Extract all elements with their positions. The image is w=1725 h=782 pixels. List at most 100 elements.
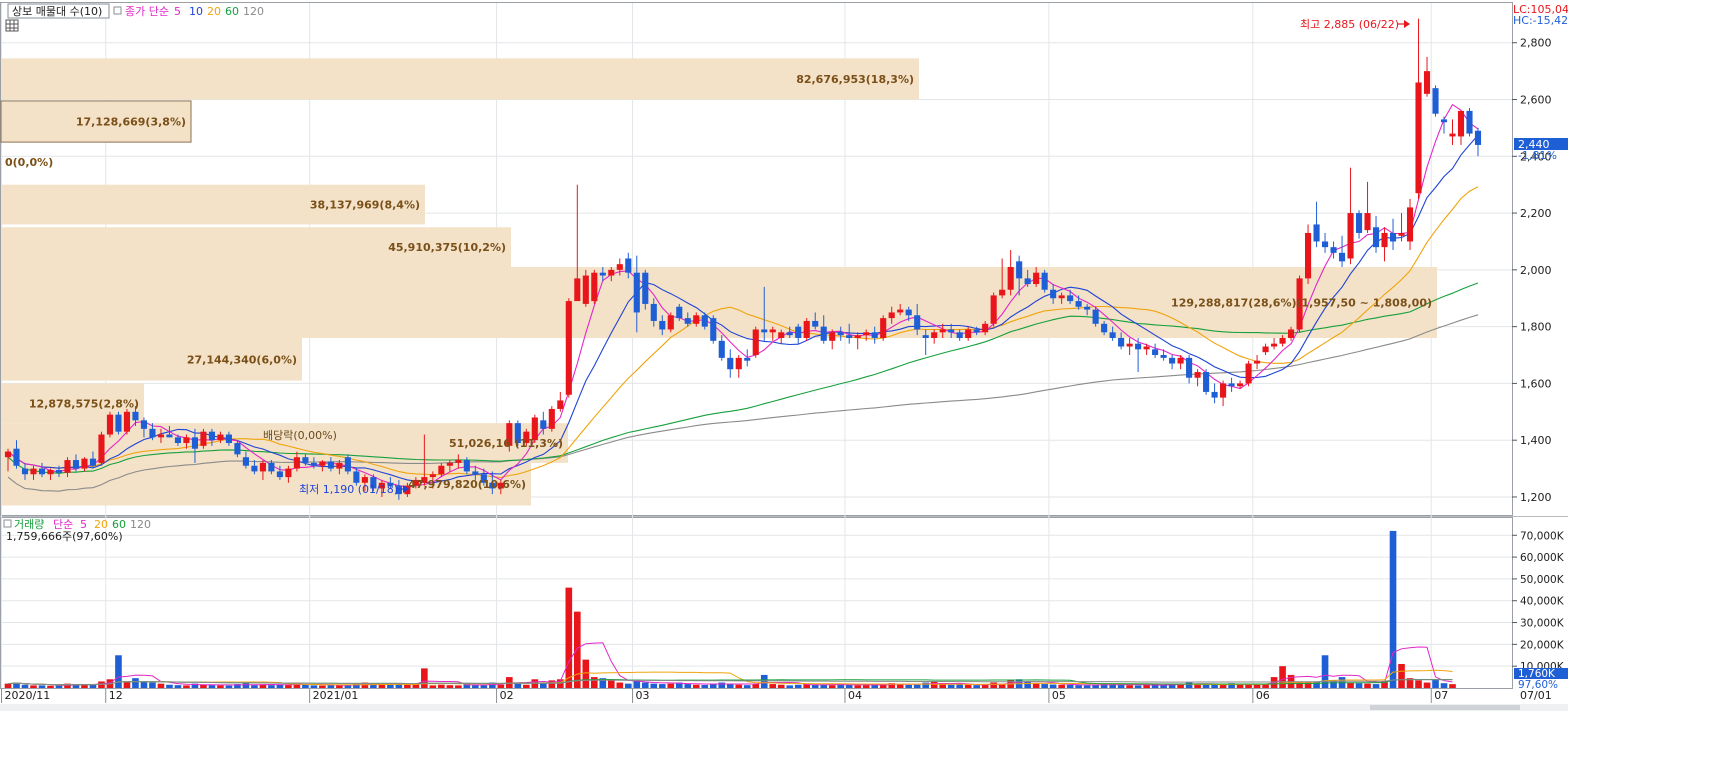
candle: [251, 460, 258, 475]
candle-body: [217, 434, 224, 441]
candle: [1432, 85, 1439, 117]
volume-bar: [752, 683, 760, 688]
candle-body: [693, 315, 700, 324]
candle: [38, 462, 46, 478]
volume-bar: [395, 683, 403, 688]
candle-body: [310, 462, 317, 466]
candle: [106, 411, 114, 438]
volume-bar: [132, 678, 139, 688]
candle-body: [1203, 372, 1210, 392]
candle: [1058, 292, 1065, 304]
candle: [905, 306, 912, 321]
candle-body: [293, 457, 300, 469]
price-volume-chart[interactable]: 82,676,953(18,3%) 17,128,669(3,8%) 0(0,0%)…: [0, 0, 1569, 711]
volume-bar: [616, 682, 624, 688]
volume-bar: [1024, 681, 1031, 688]
scrollbar-track[interactable]: [0, 704, 1568, 711]
candle-body: [225, 434, 232, 444]
price-tick-label: 2,800: [1520, 37, 1552, 50]
volume-bar: [540, 682, 547, 688]
scrollbar-thumb[interactable]: [1370, 705, 1520, 710]
volume-profile: [0, 58, 1437, 506]
candle: [1143, 343, 1150, 356]
candle: [1415, 18, 1422, 199]
date-tick-label: 06: [1256, 689, 1270, 702]
candle-body: [897, 309, 904, 313]
volume-bar: [319, 685, 326, 688]
candle: [574, 184, 581, 302]
candle-body: [642, 272, 649, 304]
volume-tick-label: 70,000K: [1520, 530, 1565, 542]
volume-bar: [1304, 682, 1312, 688]
current-volume-axis: 1,760K: [1518, 668, 1556, 680]
candle: [650, 298, 657, 327]
candle-body: [710, 318, 717, 341]
candle-body: [829, 332, 836, 341]
candle: [378, 479, 385, 497]
price-pane-frame: [0, 2, 1513, 516]
candle: [123, 408, 131, 435]
volume-bar: [641, 682, 649, 688]
date-tick-label: 03: [636, 689, 650, 702]
volume-bar: [1347, 682, 1354, 688]
volume-bar: [1100, 683, 1108, 688]
volume-profile-label: 129,288,817(28,6%)(1,957,50 ~ 1,808,00): [1171, 297, 1432, 310]
volume-bar: [115, 655, 122, 688]
candle-body: [1474, 130, 1482, 145]
volume-bar: [472, 685, 479, 688]
legend-checkbox[interactable]: [113, 6, 122, 15]
volume-bar: [217, 685, 224, 688]
candle: [387, 477, 394, 489]
volume-bar: [378, 683, 386, 688]
candle-body: [761, 329, 768, 333]
candle-body: [812, 320, 819, 327]
volume-bar: [964, 684, 972, 688]
volume-bar: [1364, 683, 1371, 688]
volume-bar: [658, 684, 666, 688]
volume-bar: [803, 683, 811, 688]
candle: [13, 440, 20, 469]
volume-bar: [310, 685, 318, 688]
candle: [55, 465, 63, 478]
volume-bar: [64, 683, 71, 688]
price-axis: 1,200 1,400 1,600 1,800 2,000 2,200 2,400 2,600…: [1512, 37, 1552, 504]
volume-bar: [565, 587, 573, 688]
candle: [599, 267, 606, 282]
candle: [1254, 355, 1261, 370]
candle: [1245, 360, 1252, 387]
candle: [174, 434, 182, 446]
candle: [1279, 335, 1286, 347]
candle-body: [191, 437, 198, 449]
candle-body: [251, 465, 258, 472]
candle: [565, 298, 572, 398]
volume-bar: [573, 611, 581, 688]
candle-body: [1024, 278, 1031, 285]
volume-bar: [140, 681, 148, 688]
volume-bar: [1253, 684, 1261, 688]
volume-bar: [1372, 684, 1380, 688]
volume-legend-checkbox[interactable]: [3, 519, 12, 528]
candle-body: [1372, 227, 1380, 248]
volume-bar: [990, 682, 997, 688]
table-icon[interactable]: [5, 19, 19, 32]
volume-bar: [1117, 684, 1125, 688]
volume-bar: [344, 684, 352, 688]
candle-body: [455, 460, 462, 463]
candle-body: [1338, 252, 1346, 262]
volume-bar: [497, 684, 505, 688]
volume-bar: [293, 682, 301, 688]
candle: [327, 457, 334, 472]
date-axis: 2020/11 12 2021/01 02 03 04 05 06 07: [1, 688, 1448, 703]
ma120-line: [7, 314, 1479, 492]
volume-bar: [998, 684, 1006, 688]
candle-body: [514, 423, 521, 444]
candle-body: [123, 411, 131, 432]
volume-bar: [1406, 678, 1414, 688]
indicator-title-box[interactable]: [7, 3, 110, 19]
volume-bar: [735, 684, 743, 688]
candle: [1118, 332, 1125, 350]
candle: [1288, 326, 1295, 341]
volume-bar: [811, 684, 819, 688]
candle-body: [591, 272, 598, 302]
volume-bar: [922, 682, 930, 688]
